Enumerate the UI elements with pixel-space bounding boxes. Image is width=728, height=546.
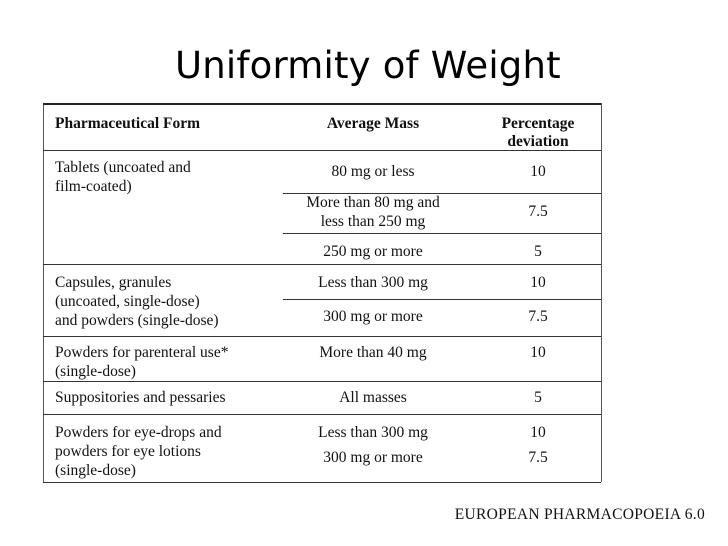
- mass-cell: 250 mg or more: [323, 243, 423, 260]
- deviation-cell: 10: [530, 163, 546, 180]
- mass-cell: 80 mg or less: [331, 163, 415, 180]
- form-suppositories: Suppositories and pessaries: [55, 389, 226, 406]
- row-rule: [283, 299, 601, 300]
- table-left-border: [43, 103, 44, 482]
- form-capsules: Capsules, granules (uncoated, single-dos…: [55, 274, 219, 329]
- source-citation: EUROPEAN PHARMACOPOEIA 6.0: [454, 506, 705, 523]
- deviation-cell: 7.5: [528, 449, 548, 466]
- table-bottom-rule: [43, 482, 601, 483]
- header-pharmaceutical-form: Pharmaceutical Form: [55, 115, 201, 132]
- row-rule: [283, 233, 601, 234]
- deviation-cell: 7.5: [528, 203, 548, 220]
- header-rule: [43, 150, 601, 151]
- deviation-cell: 10: [530, 424, 546, 441]
- form-powders-parenteral: Powders for parenteral use* (single-dose…: [55, 344, 229, 380]
- deviation-cell: 7.5: [528, 308, 548, 325]
- mass-cell: 300 mg or more: [323, 308, 423, 325]
- mass-cell: More than 40 mg: [319, 344, 427, 361]
- row-rule: [283, 193, 601, 194]
- mass-cell: 300 mg or more: [323, 449, 423, 466]
- form-tablets: Tablets (uncoated and film-coated): [55, 159, 191, 195]
- deviation-cell: 5: [534, 243, 542, 260]
- header-percentage-deviation: Percentage deviation: [501, 115, 575, 150]
- mass-cell: Less than 300 mg: [318, 274, 428, 291]
- table-right-border: [601, 103, 602, 482]
- form-eye-powders: Powders for eye-drops and powders for ey…: [55, 424, 222, 479]
- slide-title: Uniformity of Weight: [175, 44, 561, 87]
- group-rule: [43, 381, 601, 382]
- mass-cell: All masses: [339, 389, 407, 406]
- deviation-cell: 10: [530, 344, 546, 361]
- group-rule: [43, 336, 601, 337]
- deviation-cell: 5: [534, 389, 542, 406]
- deviation-cell: 10: [530, 274, 546, 291]
- group-rule: [43, 264, 601, 265]
- group-rule: [43, 414, 601, 415]
- mass-cell: More than 80 mg and less than 250 mg: [306, 194, 440, 230]
- header-average-mass: Average Mass: [326, 115, 420, 132]
- table-top-rule: [43, 103, 601, 105]
- mass-cell: Less than 300 mg: [318, 424, 428, 441]
